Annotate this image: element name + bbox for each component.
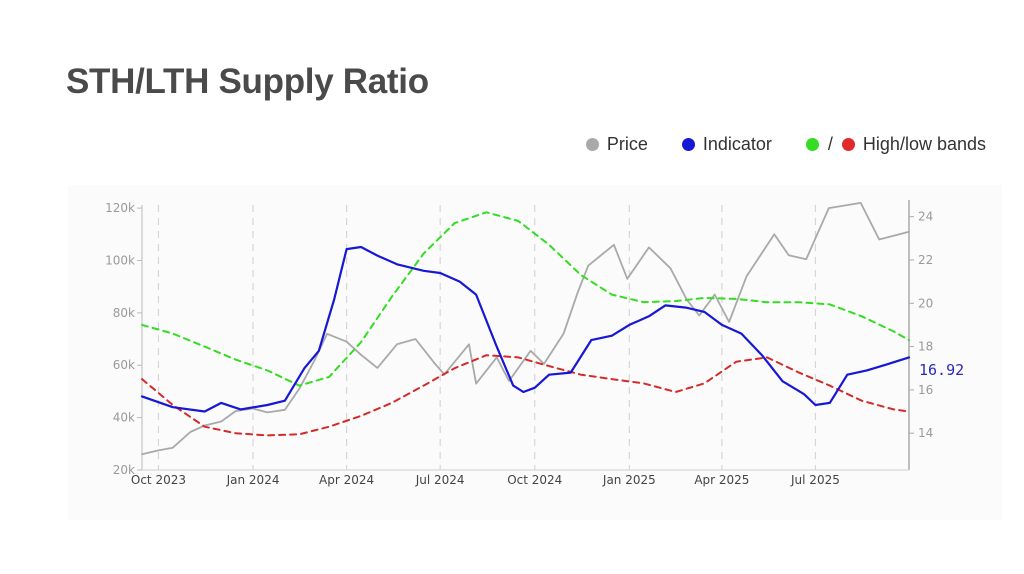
indicator-line [140, 245, 911, 413]
left-tick-label: 80k [113, 306, 135, 320]
x-gridlines [157, 205, 817, 470]
x-tick-label: Jul 2025 [790, 473, 840, 487]
legend-indicator[interactable]: Indicator [681, 134, 772, 155]
right-tick-label: 22 [918, 253, 933, 267]
tick-labels: Oct 2023 Jan 2024 Apr 2024 Jul 2024 Oct 2024… [105, 201, 964, 487]
right-tick-label: 16 [918, 383, 933, 397]
page-title: STH/LTH Supply Ratio [66, 62, 429, 101]
left-tick-label: 40k [113, 411, 135, 425]
indicator-dot-icon [681, 138, 695, 151]
last-value-label: 16.92 [919, 361, 964, 379]
x-tick-label: Jan 2024 [226, 473, 280, 487]
x-tick-label: Apr 2025 [694, 473, 749, 487]
legend-slash: / [827, 134, 833, 154]
price-dot-icon [585, 138, 599, 151]
right-tick-label: 24 [918, 210, 933, 224]
right-tick-label: 14 [918, 426, 933, 440]
chart-legend: Price Indicator / High/low bands [585, 134, 986, 155]
x-tick-label: Oct 2023 [131, 473, 186, 487]
high-band-line [141, 211, 910, 387]
legend-price[interactable]: Price [585, 134, 648, 155]
series-lines [140, 202, 911, 456]
price-line [141, 202, 910, 456]
left-tick-label: 60k [113, 358, 135, 372]
legend-bands[interactable]: / High/low bands [805, 134, 986, 155]
low-band-line [141, 354, 910, 437]
left-tick-label: 20k [113, 463, 135, 477]
left-tick-label: 120k [105, 201, 135, 215]
low-band-dot-icon [841, 138, 855, 151]
legend-indicator-label: Indicator [702, 134, 772, 154]
x-tick-label: Jul 2024 [415, 473, 465, 487]
x-tick-label: Apr 2024 [319, 473, 374, 487]
right-tick-label: 18 [918, 340, 933, 354]
left-tick-label: 100k [105, 253, 135, 267]
high-band-dot-icon [805, 138, 819, 151]
x-tick-label: Jan 2025 [602, 473, 656, 487]
x-tick-label: Oct 2024 [507, 473, 562, 487]
axes [137, 200, 914, 471]
legend-bands-label: High/low bands [862, 134, 986, 154]
right-tick-label: 20 [918, 296, 933, 310]
legend-price-label: Price [606, 134, 648, 154]
